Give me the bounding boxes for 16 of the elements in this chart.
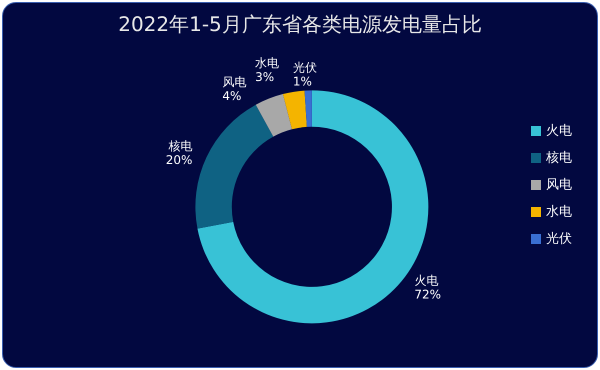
legend-label: 水电 [546,204,572,220]
slice-label: 核电 [167,138,192,153]
data-label: 72% [414,287,442,302]
legend-label: 光伏 [546,232,572,246]
slice-label: 火电 [414,273,438,288]
slice-label: 光伏 [292,60,317,74]
legend-label: 火电 [546,124,572,138]
chart-title: 2022年1-5月广东省各类电源发电量占比 [118,12,482,36]
data-label: 1% [292,74,312,88]
data-label: 3% [255,70,274,84]
legend-label: 风电 [546,178,572,192]
slice-label: 水电 [255,56,280,70]
legend-label: 核电 [545,150,572,166]
slice-label: 风电 [222,75,246,90]
data-label: 4% [222,89,242,104]
data-label: 20% [166,152,192,167]
